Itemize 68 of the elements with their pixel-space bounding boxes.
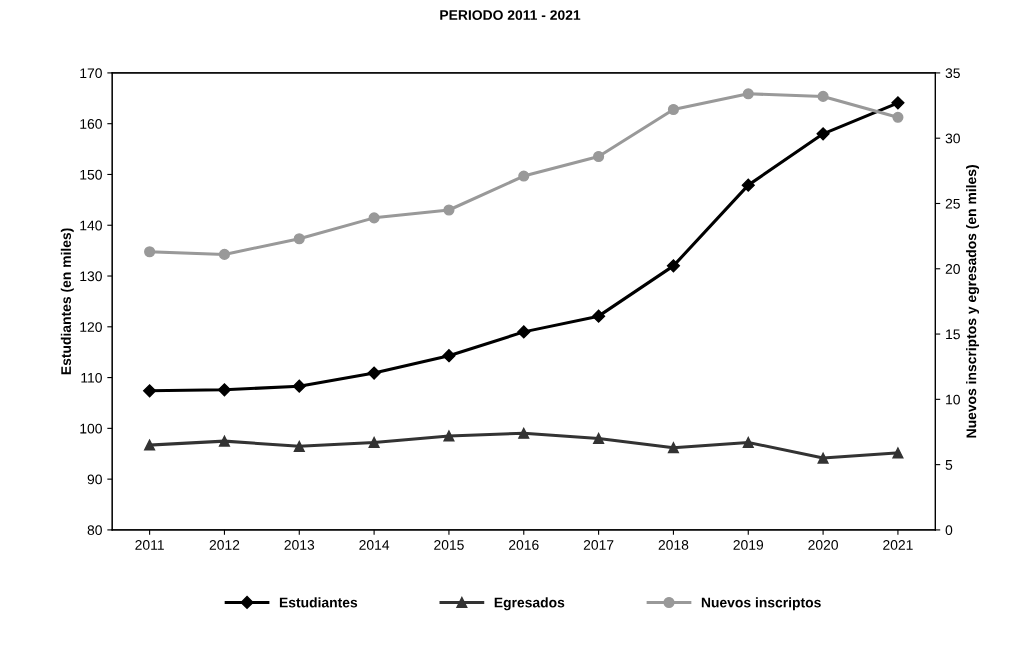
x-tick-label: 2013 [284,540,315,550]
chart-title: PERIODO 2011 - 2021 [440,10,581,20]
point [442,349,456,363]
point [293,233,305,245]
x-tick-label: 2018 [658,540,689,550]
point [218,248,231,260]
point [667,442,679,454]
y-tick-label: 120 [80,322,102,332]
point [592,309,606,323]
y-tick-label: 160 [80,119,102,129]
y2-tick-label: 20 [945,264,960,274]
y-tick-label: 90 [87,474,102,485]
point [517,325,531,339]
point [817,452,829,464]
legend-label: Estudiantes [279,597,358,608]
point [742,88,754,100]
point [892,447,904,459]
point [144,246,156,258]
point [368,436,380,448]
y-tick-label: 150 [80,169,102,180]
point [817,90,829,102]
x-tick-label: 2019 [733,540,764,550]
point [292,379,306,393]
point [741,178,755,192]
x-tick-label: 2012 [209,540,240,550]
point [518,170,530,182]
point [443,204,455,216]
x-tick-label: 2021 [883,540,913,550]
x-tick-label: 2011 [135,540,164,550]
y-axis-title: Estudiantes (en miles) [60,228,74,375]
point [367,366,381,380]
point [666,259,681,273]
point [218,435,231,447]
point [217,383,232,397]
point [593,432,605,445]
x-tick-label: 2015 [434,540,464,550]
point [892,111,904,123]
y2-tick-label: 0 [945,525,953,536]
y2-tick-label: 10 [946,394,960,405]
y2-axis-title: Nuevos inscriptos y egresados (en miles) [966,165,980,438]
point [443,430,455,442]
point [144,439,156,451]
point [293,440,305,452]
point [593,150,605,163]
y2-tick-label: 25 [945,198,960,209]
y-tick-label: 130 [80,271,102,282]
x-tick-label: 2016 [509,540,539,550]
y-tick-label: 110 [81,372,102,383]
y2-tick-label: 15 [946,329,960,340]
y2-tick-label: 30 [945,133,960,144]
legend-label: Egresados [494,597,565,611]
y-tick-label: 170 [80,68,102,79]
y-tick-label: 100 [80,423,102,434]
point [891,96,905,110]
y-tick-label: 140 [80,220,102,231]
y2-tick-label: 5 [945,460,953,470]
point [143,384,157,398]
point [368,212,380,224]
point [667,103,679,116]
legend-label: Nuevos inscriptos [701,597,821,611]
x-tick-label: 2014 [359,540,390,550]
point [742,436,754,448]
point [518,427,530,439]
point [816,127,830,141]
y-tick-label: 80 [87,525,102,536]
x-tick-label: 2017 [583,540,614,550]
y2-tick-label: 35 [945,68,960,79]
x-tick-label: 2020 [808,540,838,550]
